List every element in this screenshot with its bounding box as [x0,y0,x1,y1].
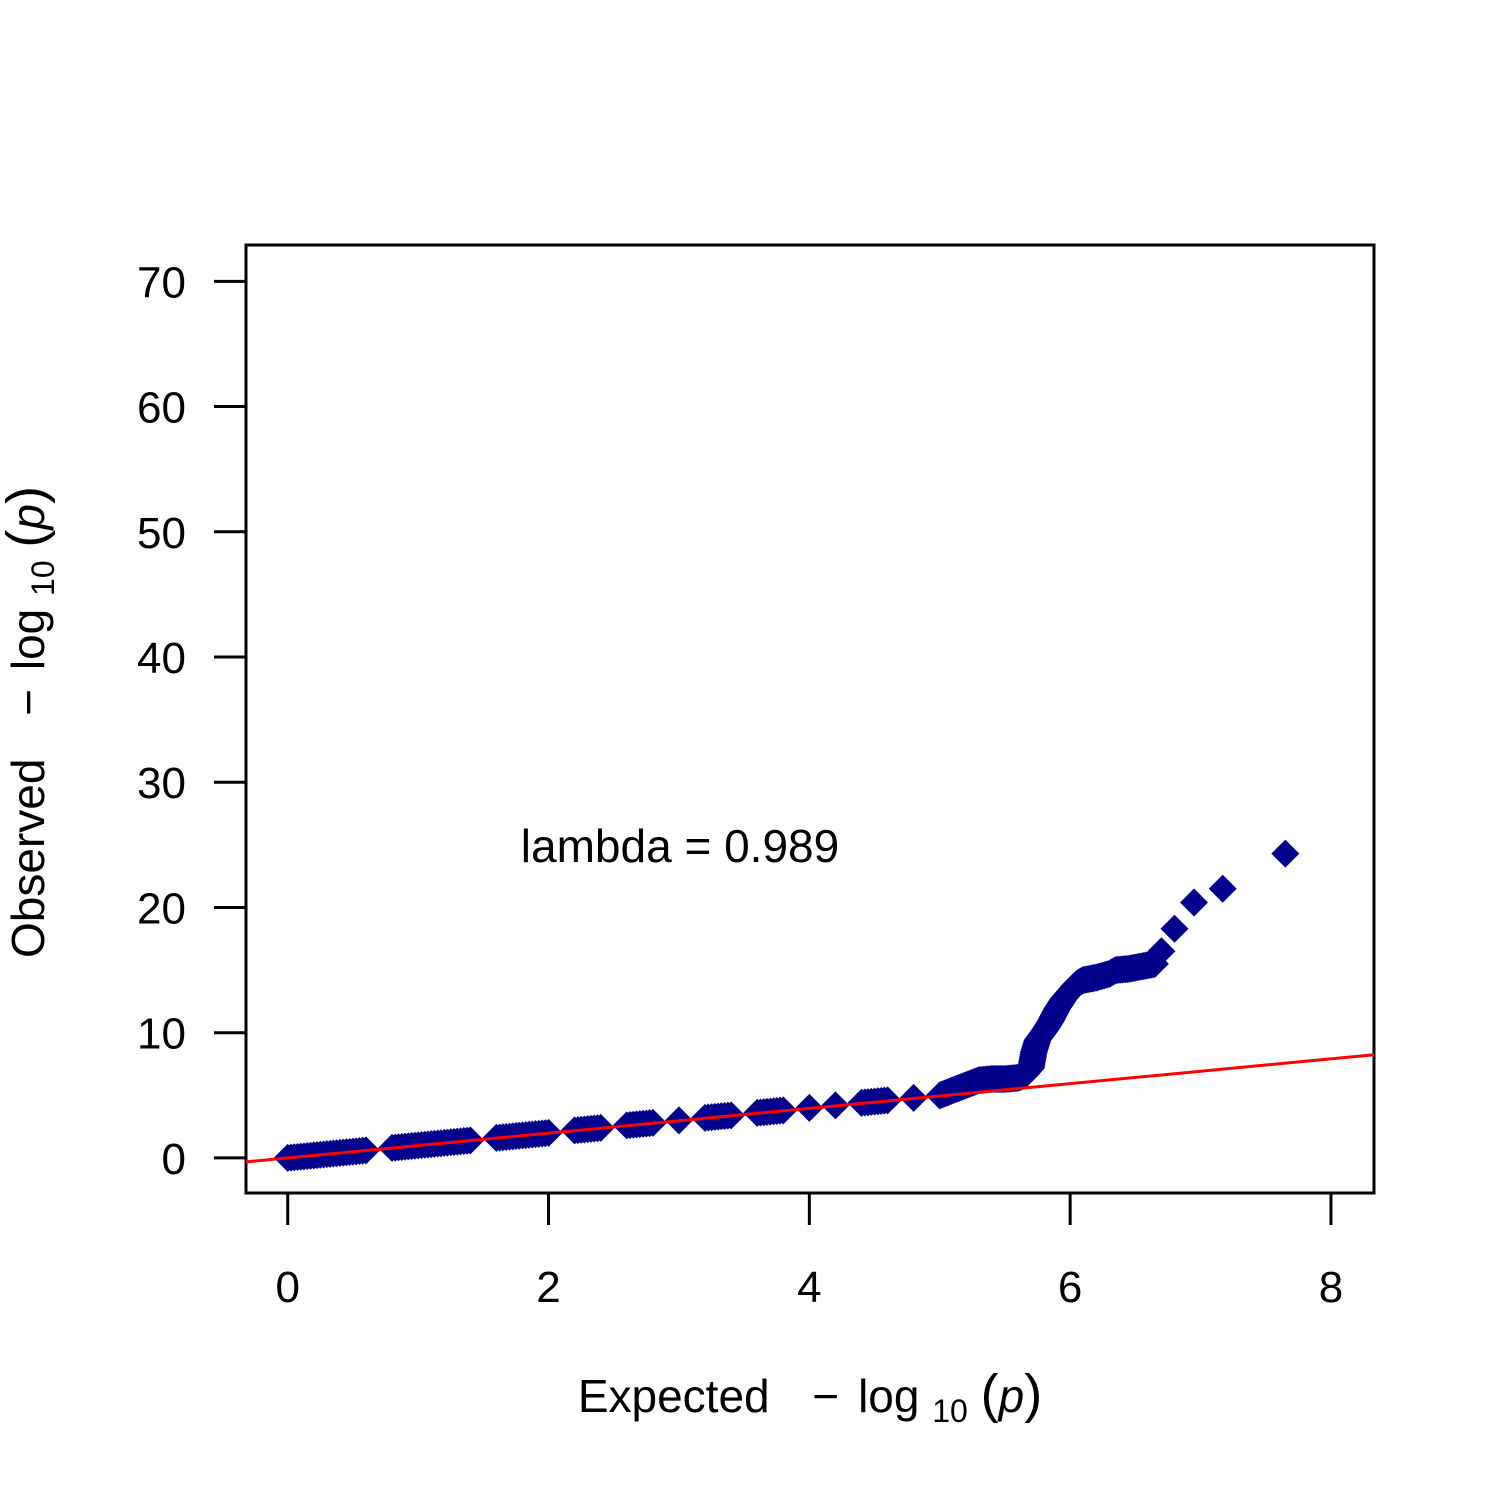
x-tick-label: 4 [797,1263,821,1312]
x-tick-label: 2 [536,1263,560,1312]
x-axis-title: Expected − log 10 (p) [578,1364,1042,1432]
y-tick-label: 40 [137,634,186,683]
x-tick-label: 6 [1058,1263,1082,1312]
y-axis: 0 10 20 30 40 50 60 70 [137,258,246,1184]
y-axis-title-log: log [2,609,54,670]
reference-line [246,1053,1374,1164]
x-tick-label: 0 [275,1263,299,1312]
y-tick-label: 10 [137,1010,186,1059]
y-tick-label: 50 [137,509,186,558]
x-axis: 0 2 4 6 8 [275,1193,1343,1312]
y-tick-label: 20 [137,884,186,933]
y-axis-title-sub: 10 [25,560,61,596]
y-axis-title-var: p [2,504,54,532]
data-points [273,839,1300,1172]
x-axis-title-minus: − [812,1370,839,1422]
y-tick-label: 60 [137,384,186,433]
x-axis-title-log: log [858,1370,919,1422]
data-point [1147,937,1176,966]
x-tick-label: 8 [1319,1263,1343,1312]
y-tick-label: 70 [137,258,186,307]
reference-line-group [246,1053,1374,1164]
y-axis-title-minus: − [2,689,54,716]
plot-frame [244,243,1376,1195]
data-point [1208,874,1237,903]
x-axis-title-var: p [997,1370,1025,1422]
data-point [1271,839,1300,868]
x-axis-title-sub: 10 [932,1393,968,1429]
lambda-annotation: lambda = 0.989 [521,820,839,872]
x-axis-title-prefix: Expected [578,1370,770,1422]
y-tick-label: 0 [162,1135,186,1184]
y-axis-title-prefix: Observed [2,759,54,958]
data-point [1160,914,1189,943]
y-tick-label: 30 [137,759,186,808]
data-point [1180,888,1209,917]
y-axis-title: Observed − log 10 (p) [0,486,64,958]
